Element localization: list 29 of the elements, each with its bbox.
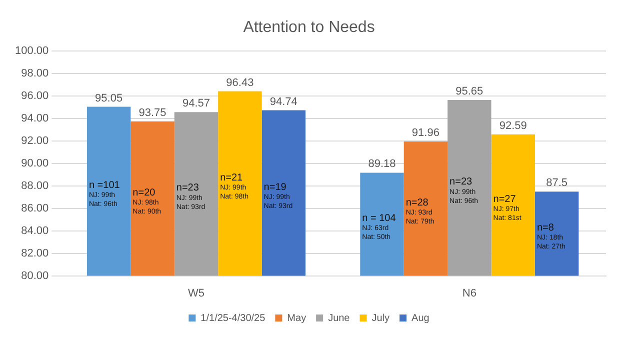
legend-label: 1/1/25-4/30/25 (200, 312, 266, 324)
data-label: 92.59 (499, 120, 527, 132)
x-tick-label: W5 (188, 287, 204, 300)
data-label: 93.75 (138, 106, 166, 119)
chart-title: Attention to Needs (243, 19, 375, 36)
data-label: 87.5 (546, 177, 568, 190)
data-label: 89.18 (368, 158, 396, 170)
y-tick-label: 96.00 (21, 90, 49, 102)
y-tick-label: 90.00 (21, 158, 49, 170)
data-label: 95.65 (456, 86, 484, 98)
data-label: 95.05 (95, 92, 123, 104)
legend-label: June (328, 312, 350, 324)
y-tick-label: 84.00 (21, 224, 49, 237)
y-tick-label: 94.00 (21, 112, 49, 125)
data-label: 94.57 (182, 98, 210, 110)
legend-label: May (287, 312, 306, 324)
y-tick-label: 92.00 (21, 135, 49, 148)
y-tick-label: 80.00 (21, 270, 49, 282)
legend-label: July (372, 312, 390, 324)
y-tick-label: 88.00 (21, 180, 49, 192)
x-tick-label: N6 (462, 287, 476, 300)
data-label: 94.74 (270, 96, 298, 108)
y-tick-label: 100.00 (14, 45, 49, 58)
data-label: 91.96 (412, 127, 440, 140)
data-label: 96.43 (226, 76, 254, 89)
y-tick-label: 86.00 (21, 202, 49, 214)
y-tick-label: 82.00 (21, 247, 49, 260)
y-tick-label: 98.00 (21, 68, 49, 80)
legend-label: Aug (412, 312, 430, 324)
